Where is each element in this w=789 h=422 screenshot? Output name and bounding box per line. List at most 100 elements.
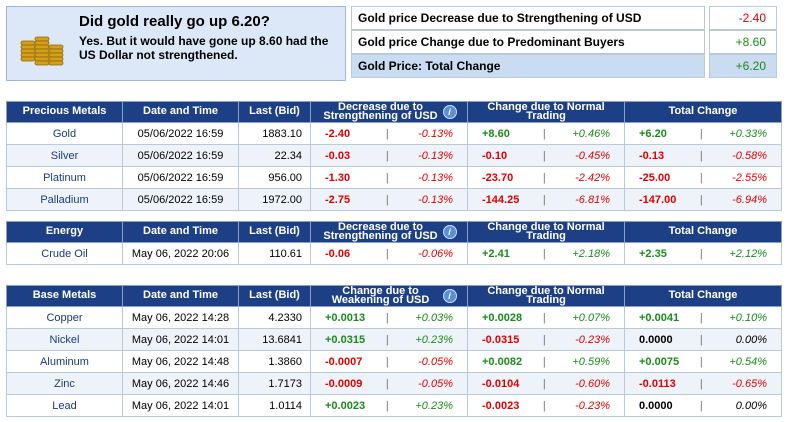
- table-row: Aluminum May 06, 2022 14:48 1.3860 -0.0007 |…: [6, 350, 782, 373]
- info-icon[interactable]: i: [442, 289, 457, 303]
- table-row: Crude Oil May 06, 2022 20:06 110.61 -0.06 | -…: [6, 242, 782, 265]
- trading-change-value: -0.0315: [482, 333, 520, 346]
- headline-text: Yes. But it would have gone up 8.60 had …: [79, 34, 329, 62]
- row-name[interactable]: Nickel: [6, 328, 123, 351]
- trading-change-percent: -0.23%: [575, 333, 610, 346]
- column-header: Change due to Weakening of USD i: [310, 285, 468, 307]
- divider: |: [699, 377, 703, 390]
- column-header-label: Energy: [45, 225, 84, 238]
- total-change-value: +6.20: [639, 127, 667, 140]
- base-metals-table: Base Metals Date and Time Last (Bid) Change…: [6, 285, 782, 417]
- divider: |: [699, 171, 703, 184]
- row-datetime: May 06, 2022 14:01: [122, 394, 239, 417]
- divider: |: [542, 311, 546, 324]
- divider: |: [542, 149, 546, 162]
- column-header: Decrease due to Strengthening of USD i: [310, 221, 468, 243]
- trading-change-cell: +0.0082 | +0.59%: [467, 350, 625, 373]
- divider: |: [385, 171, 389, 184]
- row-datetime: May 06, 2022 14:46: [122, 372, 239, 395]
- table-row: Copper May 06, 2022 14:28 4.2330 +0.0013 | +0…: [6, 306, 782, 329]
- usd-effect-percent: -0.05%: [418, 355, 453, 368]
- usd-effect-value: -0.03: [325, 149, 351, 162]
- trading-change-value: -144.25: [482, 193, 520, 206]
- row-name[interactable]: Zinc: [6, 372, 123, 395]
- total-change-percent: +0.10%: [729, 311, 767, 324]
- trading-change-value: +0.0028: [482, 311, 523, 324]
- divider: |: [542, 247, 546, 260]
- usd-effect-percent: -0.13%: [418, 127, 453, 140]
- info-icon[interactable]: i: [442, 105, 457, 119]
- column-header: Change due to Normal Trading: [467, 285, 625, 307]
- row-last-bid: 1.7173: [238, 372, 311, 395]
- column-header-label: Change due to Normal Trading: [487, 221, 605, 242]
- trading-change-cell: -144.25 | -6.81%: [467, 188, 625, 211]
- divider: |: [699, 355, 703, 368]
- total-change-cell: +0.0075 | +0.54%: [624, 350, 782, 373]
- trading-change-cell: -0.10 | -0.45%: [467, 144, 625, 167]
- divider: |: [542, 127, 546, 140]
- column-header-label: Date and Time: [143, 289, 218, 302]
- trading-change-cell: -0.0023 | -0.23%: [467, 394, 625, 417]
- trading-change-cell: +2.41 | +2.18%: [467, 242, 625, 265]
- headline-title: Did gold really go up 6.20?: [79, 13, 270, 30]
- total-change-value: 0.0000: [639, 333, 673, 346]
- row-last-bid: 13.6841: [238, 328, 311, 351]
- trading-change-percent: -6.81%: [575, 193, 610, 206]
- total-change-cell: -0.0113 | -0.65%: [624, 372, 782, 395]
- total-change-cell: +2.35 | +2.12%: [624, 242, 782, 265]
- info-icon[interactable]: i: [442, 225, 457, 239]
- divider: |: [699, 311, 703, 324]
- table-row: Nickel May 06, 2022 14:01 13.6841 +0.0315 | +…: [6, 328, 782, 351]
- divider: |: [542, 333, 546, 346]
- total-change-cell: 0.0000 | 0.00%: [624, 394, 782, 417]
- column-header: Total Change: [624, 285, 782, 307]
- divider: |: [385, 333, 389, 346]
- row-name[interactable]: Platinum: [6, 166, 123, 189]
- row-name[interactable]: Aluminum: [6, 350, 123, 373]
- row-last-bid: 110.61: [238, 242, 311, 265]
- row-name[interactable]: Silver: [6, 144, 123, 167]
- trading-change-cell: -0.0104 | -0.60%: [467, 372, 625, 395]
- total-change-cell: +0.0041 | +0.10%: [624, 306, 782, 329]
- total-change-percent: -0.65%: [732, 377, 767, 390]
- usd-effect-percent: -0.13%: [418, 171, 453, 184]
- row-datetime: 05/06/2022 16:59: [122, 122, 239, 145]
- row-datetime: 05/06/2022 16:59: [122, 166, 239, 189]
- usd-effect-value: -0.0009: [325, 377, 363, 390]
- column-header: Date and Time: [122, 285, 239, 307]
- column-header-label: Precious Metals: [22, 105, 107, 118]
- column-header: Total Change: [624, 101, 782, 123]
- trading-change-value: +8.60: [482, 127, 510, 140]
- column-header: Total Change: [624, 221, 782, 243]
- row-datetime: 05/06/2022 16:59: [122, 144, 239, 167]
- total-change-value: -25.00: [639, 171, 671, 184]
- row-name[interactable]: Palladium: [6, 188, 123, 211]
- trading-change-percent: -0.23%: [575, 399, 610, 412]
- table-row: Zinc May 06, 2022 14:46 1.7173 -0.0009 | -0.0…: [6, 372, 782, 395]
- total-change-percent: 0.00%: [735, 399, 767, 412]
- row-name[interactable]: Crude Oil: [6, 242, 123, 265]
- total-change-cell: 0.0000 | 0.00%: [624, 328, 782, 351]
- column-header-label: Last (Bid): [249, 225, 300, 238]
- usd-effect-value: +0.0315: [325, 333, 366, 346]
- divider: |: [385, 149, 389, 162]
- total-change-cell: +6.20 | +0.33%: [624, 122, 782, 145]
- table-header-row: Precious Metals Date and Time Last (Bid) De…: [6, 101, 782, 123]
- row-name[interactable]: Copper: [6, 306, 123, 329]
- summary-label: Gold price Change due to Predominant Buy…: [351, 30, 705, 54]
- row-name[interactable]: Lead: [6, 394, 123, 417]
- table-row: Platinum 05/06/2022 16:59 956.00 -1.30 | -0.1…: [6, 166, 782, 189]
- column-header: Last (Bid): [238, 101, 311, 123]
- divider: |: [385, 193, 389, 206]
- trading-change-percent: +0.59%: [572, 355, 610, 368]
- gold-coins-icon: [20, 36, 64, 66]
- trading-change-value: -0.0023: [482, 399, 520, 412]
- column-header: Date and Time: [122, 221, 239, 243]
- summary-row: Gold price Change due to Predominant Buy…: [351, 30, 777, 54]
- usd-effect-value: +0.0023: [325, 399, 366, 412]
- column-header: Change due to Normal Trading: [467, 221, 625, 243]
- row-name[interactable]: Gold: [6, 122, 123, 145]
- table-header-row: Base Metals Date and Time Last (Bid) Change…: [6, 285, 782, 307]
- row-datetime: May 06, 2022 20:06: [122, 242, 239, 265]
- summary-value: -2.40: [709, 6, 777, 30]
